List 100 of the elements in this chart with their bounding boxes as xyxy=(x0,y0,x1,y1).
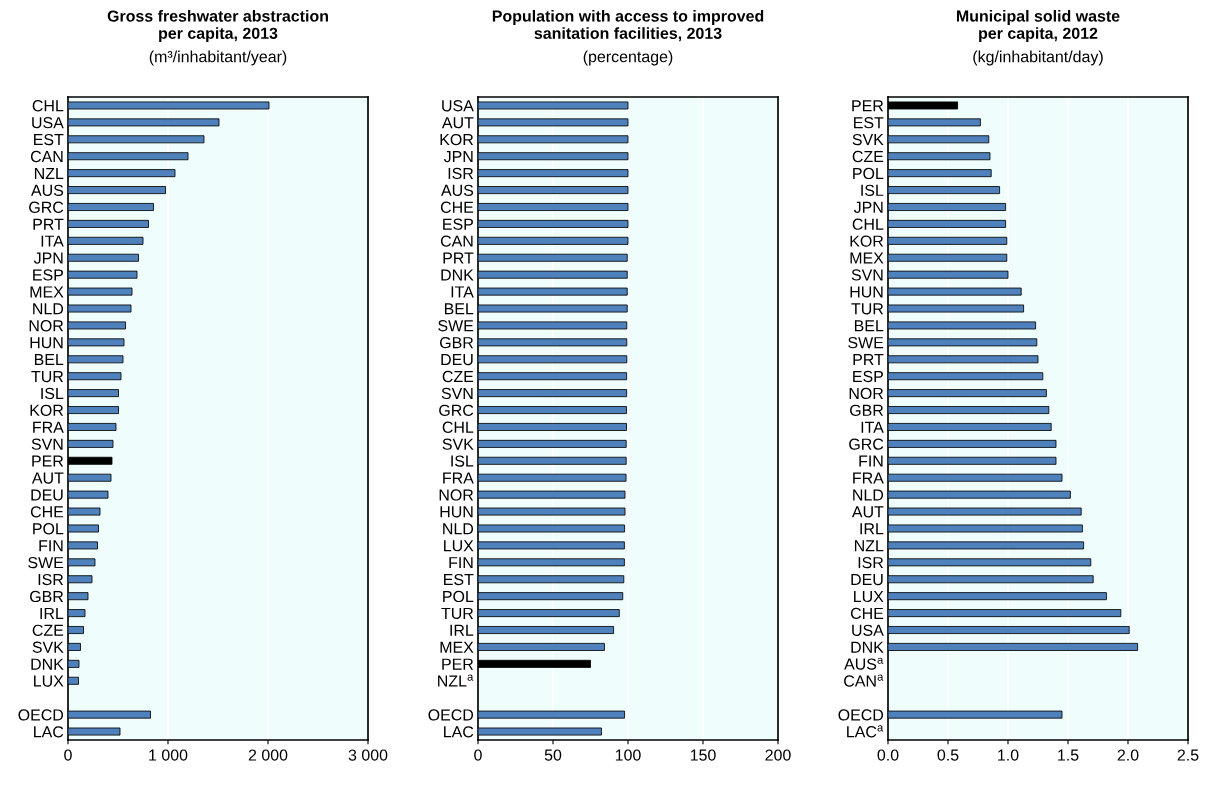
y-tick-label: AUT xyxy=(851,506,884,518)
y-tick-label: CHL xyxy=(852,218,884,230)
y-tick-label: MEX xyxy=(30,286,64,298)
y-tick-label: ISR xyxy=(448,167,474,180)
x-tick-label: 2 000 xyxy=(248,749,288,761)
x-tick-label: 0 xyxy=(474,749,482,761)
y-tick-label: ITA xyxy=(451,286,474,298)
chart-subtitle: (percentage) xyxy=(583,50,673,66)
y-tick-label: BEL xyxy=(444,303,474,315)
y-tick-label: CHL xyxy=(32,100,64,112)
x-tick-label: 2.5 xyxy=(1177,749,1199,761)
y-tick-label: CHL xyxy=(442,421,474,433)
chart-subtitle: (kg/inhabitant/day) xyxy=(973,50,1103,66)
y-tick-label: AUT xyxy=(31,472,64,484)
chart-subtitle: (m³/inhabitant/year) xyxy=(149,50,287,66)
y-tick-label: BEL xyxy=(34,354,64,366)
y-tick-label: CHE xyxy=(850,607,884,620)
y-tick-label: TUR xyxy=(441,607,474,620)
y-tick-label: OECD xyxy=(18,709,64,721)
y-tick-label: HUN xyxy=(30,337,63,349)
y-tick-label: PRT xyxy=(33,218,64,230)
y-tick-label: LUX xyxy=(854,590,884,603)
chart-title: Municipal solid waste per capita, 2012 xyxy=(956,10,1120,43)
y-tick-label: GRC xyxy=(439,404,474,416)
y-tick-label: GBR xyxy=(30,590,64,603)
x-tick-label: 1 000 xyxy=(149,749,188,761)
x-tick-label: 1.5 xyxy=(1058,749,1079,761)
y-tick-label: TUR xyxy=(31,371,64,383)
x-tick-label: 0.5 xyxy=(937,749,959,761)
x-tick-label: 200 xyxy=(765,749,791,761)
y-tick-label: EST xyxy=(854,117,884,129)
y-tick-label: KOR xyxy=(30,404,64,416)
y-tick-label: AUS$^{a}$ xyxy=(844,657,884,670)
y-tick-label: PRT xyxy=(443,252,474,264)
x-tick-label: 50 xyxy=(544,749,562,761)
y-tick-label: IRL xyxy=(40,607,64,619)
y-tick-label: BEL xyxy=(854,320,884,332)
y-tick-label: ESP xyxy=(33,269,63,281)
x-tick-label: 2.0 xyxy=(1117,749,1139,761)
y-tick-label: USA xyxy=(442,100,474,112)
y-tick-label: PRT xyxy=(853,354,884,366)
y-tick-label: PER xyxy=(852,100,884,112)
y-tick-label: LUX xyxy=(444,540,474,552)
y-tick-label: POL xyxy=(443,590,474,603)
y-tick-label: IRL xyxy=(860,523,884,535)
y-tick-label: GBR xyxy=(850,404,884,416)
y-tick-label: OECD xyxy=(838,709,884,721)
y-tick-label: ISL xyxy=(451,455,474,467)
y-tick-label: DEU xyxy=(851,574,883,586)
x-tick-label: 150 xyxy=(690,749,716,761)
y-tick-label: POL xyxy=(853,167,884,180)
y-tick-label: EST xyxy=(444,573,474,586)
y-tick-label: PER xyxy=(32,455,64,467)
y-tick-label: MEX xyxy=(440,641,474,653)
y-tick-label: HUN xyxy=(850,286,883,298)
y-tick-label: GRC xyxy=(849,438,884,450)
y-tick-label: NLD xyxy=(33,303,64,315)
y-tick-label: AUT xyxy=(441,117,474,129)
y-tick-label: NOR xyxy=(29,320,64,332)
y-tick-label: FIN xyxy=(39,540,63,552)
y-tick-label: ITA xyxy=(41,235,64,247)
y-tick-label: ESP xyxy=(443,218,473,230)
y-tick-label: ISR xyxy=(858,556,884,569)
chart-title: Gross freshwater abstraction per capita, 2013 xyxy=(107,10,328,43)
y-tick-label: SVN xyxy=(851,269,883,281)
y-tick-label: LUX xyxy=(34,675,64,687)
x-tick-label: 100 xyxy=(615,749,641,761)
y-tick-label: FRA xyxy=(443,472,474,484)
y-tick-label: HUN xyxy=(440,506,473,518)
y-tick-label: LAC xyxy=(444,726,474,738)
y-tick-label: PER xyxy=(442,658,474,670)
y-tick-label: JPN xyxy=(853,201,883,213)
x-tick-label: 0.0 xyxy=(877,749,899,761)
y-tick-label: SVK xyxy=(32,641,64,653)
y-tick-label: EST xyxy=(34,133,64,146)
x-tick-label: 1.0 xyxy=(998,749,1019,761)
y-tick-label: SWE xyxy=(848,336,884,349)
y-tick-label: NZL$^{a}$ xyxy=(438,674,474,687)
y-tick-label: DEU xyxy=(31,489,63,501)
y-tick-label: CZE xyxy=(32,624,64,636)
y-tick-label: AUS xyxy=(31,184,64,197)
y-tick-label: LAC xyxy=(34,726,64,738)
y-tick-label: OECD xyxy=(428,709,474,721)
y-tick-label: LAC$^{a}$ xyxy=(847,725,884,738)
y-tick-label: JPN xyxy=(443,151,473,163)
x-tick-label: 3 000 xyxy=(348,749,388,761)
y-tick-label: SVK xyxy=(442,438,474,450)
y-tick-label: NLD xyxy=(853,489,884,501)
y-tick-label: SVN xyxy=(31,438,63,450)
y-tick-label: NOR xyxy=(439,489,474,501)
y-tick-label: JPN xyxy=(33,252,63,264)
y-tick-label: FIN xyxy=(449,557,473,569)
y-tick-label: GBR xyxy=(440,336,474,349)
y-tick-label: ISR xyxy=(38,573,64,586)
y-tick-label: DEU xyxy=(441,354,473,366)
y-tick-label: DNK xyxy=(851,641,884,653)
y-tick-label: CAN xyxy=(30,150,63,163)
y-tick-label: NLD xyxy=(443,523,474,535)
y-tick-label: NZL xyxy=(34,167,64,179)
y-tick-label: FIN xyxy=(859,455,883,467)
